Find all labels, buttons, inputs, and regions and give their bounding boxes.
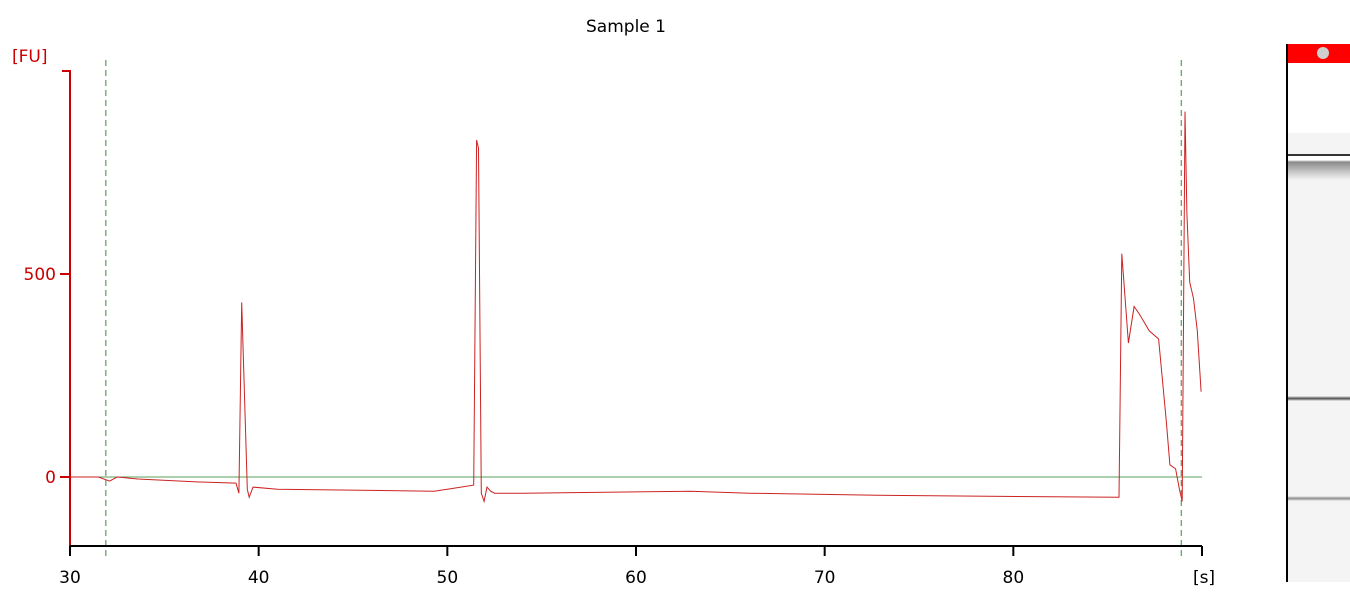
electropherogram-chart: Sample 1 [FU] [s] 0 500 30 40 50 60 70 80	[12, 17, 1215, 588]
x-tick-label-70: 70	[814, 568, 836, 588]
x-tick-label-30: 30	[59, 568, 81, 588]
reference-lines	[70, 60, 1202, 556]
y-tick-label-500: 500	[24, 265, 56, 285]
series-line-1	[70, 111, 1202, 504]
gel-band-2	[1288, 396, 1350, 401]
y-tick-label-0: 0	[45, 468, 56, 488]
gel-lane-top-region	[1288, 63, 1350, 133]
axes: 0 500 30 40 50 60 70 80	[24, 70, 1203, 588]
y-axis-unit-label: [FU]	[12, 47, 48, 67]
gel-band-1	[1288, 154, 1350, 180]
x-tick-label-40: 40	[248, 568, 270, 588]
gel-lane-image	[1286, 44, 1350, 582]
x-tick-label-50: 50	[437, 568, 459, 588]
gel-band-3	[1288, 496, 1350, 501]
x-tick-label-80: 80	[1003, 568, 1025, 588]
series-layer	[70, 111, 1202, 504]
chart-title: Sample 1	[586, 17, 666, 37]
lane-marker-icon	[1317, 47, 1329, 59]
gel-lane-header	[1288, 44, 1350, 63]
x-axis-unit-label: [s]	[1193, 568, 1215, 588]
x-tick-label-60: 60	[625, 568, 647, 588]
